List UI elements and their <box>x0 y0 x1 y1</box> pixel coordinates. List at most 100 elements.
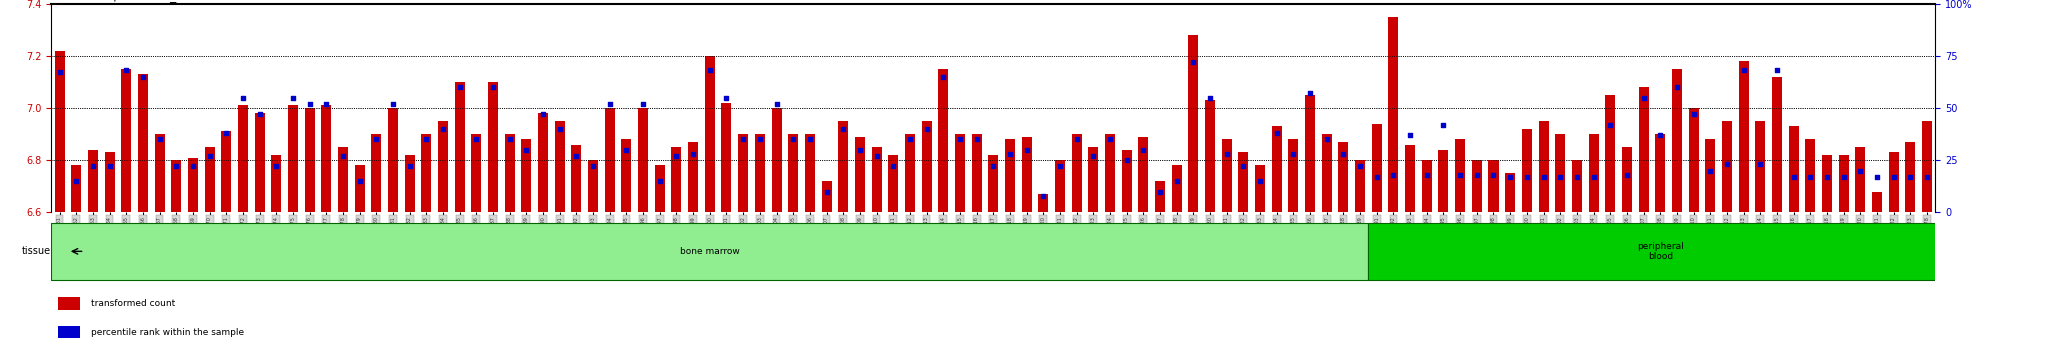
Bar <box>1022 137 1032 212</box>
Bar <box>289 105 297 212</box>
Bar <box>756 134 764 212</box>
Point <box>727 137 760 142</box>
Bar <box>137 74 147 212</box>
Point <box>1444 172 1477 178</box>
Bar <box>1489 160 1499 212</box>
Bar <box>1589 134 1599 212</box>
Bar <box>172 160 182 212</box>
Bar <box>1372 124 1382 212</box>
Bar <box>1655 134 1665 212</box>
Point <box>1561 174 1593 180</box>
Bar <box>205 147 215 212</box>
Bar <box>1606 95 1616 212</box>
Point <box>1094 137 1126 142</box>
Bar <box>655 165 666 212</box>
Point <box>193 153 225 159</box>
Point <box>1227 164 1260 169</box>
Point <box>1827 174 1860 180</box>
Point <box>893 137 926 142</box>
Point <box>711 95 743 101</box>
Point <box>377 101 410 107</box>
Bar <box>1305 95 1315 212</box>
Point <box>1710 161 1743 167</box>
Point <box>1862 174 1894 180</box>
Bar <box>487 82 498 212</box>
Bar <box>1006 139 1016 212</box>
Bar <box>1522 129 1532 212</box>
Text: tissue: tissue <box>23 246 51 256</box>
Bar <box>1554 134 1565 212</box>
Bar <box>1788 126 1798 212</box>
Bar <box>254 113 264 212</box>
Point <box>1143 189 1176 194</box>
Bar <box>971 134 981 212</box>
Bar <box>1405 144 1415 212</box>
Point <box>1194 95 1227 101</box>
Bar <box>555 121 565 212</box>
Point <box>860 153 893 159</box>
Bar <box>471 134 481 212</box>
Bar <box>1038 194 1049 212</box>
Bar <box>455 82 465 212</box>
Point <box>1376 172 1409 178</box>
Point <box>526 112 559 117</box>
Point <box>477 84 510 90</box>
Point <box>59 178 92 184</box>
Bar <box>221 131 231 212</box>
Point <box>1577 174 1610 180</box>
Point <box>844 147 877 153</box>
Point <box>1544 174 1577 180</box>
Point <box>227 95 260 101</box>
Bar <box>305 108 315 212</box>
Point <box>276 95 309 101</box>
Point <box>1778 174 1810 180</box>
Point <box>1894 174 1927 180</box>
Bar <box>705 56 715 212</box>
Point <box>43 70 76 75</box>
Point <box>1061 137 1094 142</box>
Bar <box>1087 147 1098 212</box>
Bar <box>1690 108 1698 212</box>
Bar <box>1638 87 1649 212</box>
Point <box>610 147 643 153</box>
Text: GDS3308 / 241805_at: GDS3308 / 241805_at <box>51 0 188 2</box>
Bar <box>922 121 932 212</box>
Point <box>1178 59 1210 65</box>
Bar <box>55 51 66 212</box>
Bar <box>1255 165 1266 212</box>
Point <box>260 164 293 169</box>
Point <box>442 84 475 90</box>
Point <box>1528 174 1561 180</box>
Bar <box>889 155 899 212</box>
Point <box>1460 172 1493 178</box>
Bar <box>621 139 631 212</box>
Point <box>1745 161 1778 167</box>
Bar <box>872 147 881 212</box>
Point <box>1260 130 1292 136</box>
Bar <box>1389 17 1399 212</box>
Point <box>344 178 377 184</box>
Point <box>993 151 1026 157</box>
Point <box>811 189 844 194</box>
Point <box>961 137 993 142</box>
Point <box>694 68 727 73</box>
Point <box>1395 132 1427 138</box>
Bar <box>1106 134 1114 212</box>
Bar <box>1706 139 1716 212</box>
Point <box>461 137 494 142</box>
Point <box>977 164 1010 169</box>
Point <box>326 153 358 159</box>
Point <box>92 164 125 169</box>
Bar <box>1739 61 1749 212</box>
Bar <box>1888 152 1898 212</box>
Point <box>827 126 860 132</box>
Point <box>410 137 442 142</box>
Text: peripheral
blood: peripheral blood <box>1636 242 1683 261</box>
Point <box>1360 174 1393 180</box>
Bar <box>1204 100 1214 212</box>
Bar <box>104 152 115 212</box>
Point <box>143 137 176 142</box>
Bar <box>672 147 682 212</box>
Bar <box>721 103 731 212</box>
Bar <box>788 134 799 212</box>
